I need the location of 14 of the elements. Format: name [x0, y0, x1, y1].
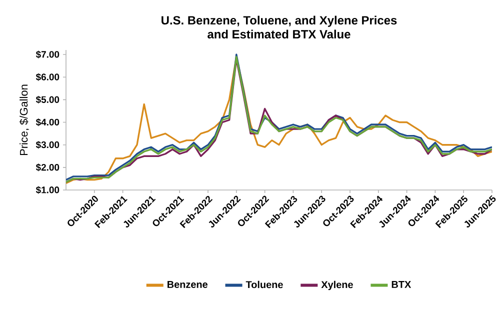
legend-label: Toluene	[246, 280, 283, 288]
y-tick-label: $2.00	[36, 164, 60, 172]
y-tick-label: $3.00	[36, 140, 60, 149]
y-tick-label: $4.00	[36, 118, 60, 126]
y-tick-label: $5.00	[36, 96, 60, 104]
legend-label: Benzene	[168, 281, 208, 288]
y-tick-label: $1.00	[36, 186, 60, 194]
legend-label: Xylene	[321, 280, 353, 290]
y-tick-label: $7.00	[36, 50, 60, 58]
y-tick-label: $6.00	[36, 73, 60, 81]
y-axis-title: Price, $/Gallon	[19, 84, 29, 156]
legend-label: BTX	[392, 281, 412, 288]
chart-title: U.S. Benzene, Toluene, and Xylene Prices	[162, 16, 397, 27]
chart-subtitle: and Estimated BTX Value	[208, 30, 350, 38]
